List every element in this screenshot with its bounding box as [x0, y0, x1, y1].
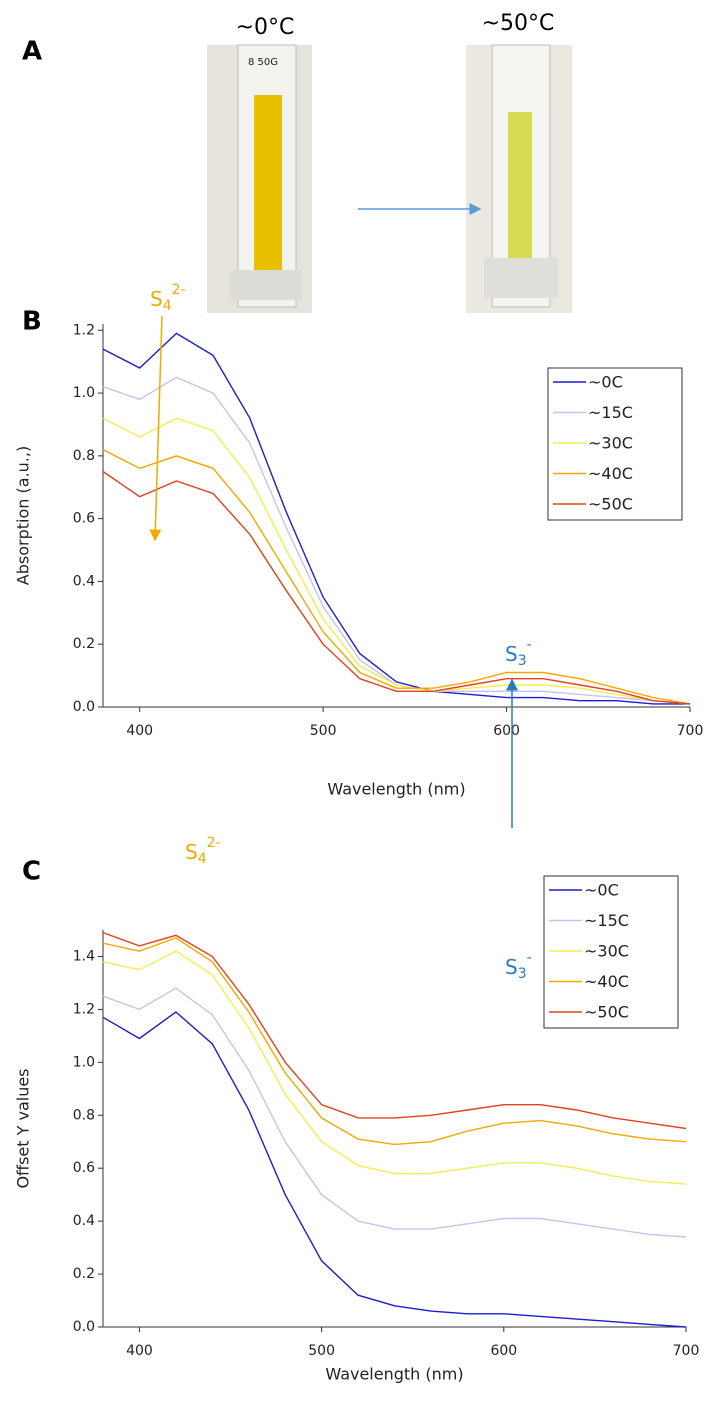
x-tick-label: 400	[126, 723, 153, 739]
y-tick-label: 0.2	[73, 636, 95, 652]
legend-label: ~0C	[584, 881, 619, 900]
data-line	[102, 937, 687, 1146]
photo-caption: ~0°C	[236, 15, 295, 40]
legend-label: ~30C	[588, 434, 633, 453]
legend-box	[547, 367, 683, 521]
panel-label: B	[22, 307, 42, 337]
annotation: S3-	[505, 950, 532, 982]
photo-caption: ~50°C	[482, 11, 555, 36]
annotation: S42-	[150, 282, 186, 314]
annotation-arrow	[149, 315, 163, 542]
y-tick-label: 0.6	[73, 511, 95, 527]
y-tick-label: 0.0	[73, 1319, 95, 1335]
y-tick-label: 0.0	[73, 699, 95, 715]
y-tick-label: 1.0	[73, 1054, 95, 1070]
x-axis-label: Wavelength (nm)	[325, 1365, 463, 1384]
photo	[207, 44, 312, 313]
annotation-sub: 3	[518, 653, 527, 669]
annotation: S3-	[505, 637, 532, 669]
annotation: S42-	[185, 835, 221, 867]
annotation-sub: 3	[518, 966, 527, 982]
data-line	[102, 448, 691, 705]
legend-label: ~0C	[588, 373, 623, 392]
annotation-sup: 2-	[207, 835, 221, 851]
legend-label: ~30C	[584, 942, 629, 961]
photo-tag: 8 50G	[248, 57, 278, 68]
legend-label: ~40C	[588, 464, 633, 483]
data-line	[102, 417, 691, 705]
y-tick-label: 0.4	[73, 573, 95, 589]
annotation-sup: -	[527, 637, 532, 653]
data-line	[102, 1011, 687, 1328]
legend-label: ~40C	[584, 972, 629, 991]
panel-label: C	[22, 857, 41, 887]
y-axis-label: Absorption (a.u.,)	[14, 446, 33, 585]
annotation-sup: 2-	[172, 282, 186, 298]
y-axis-label: Offset Y values	[14, 1068, 33, 1188]
data-line	[102, 332, 690, 705]
x-tick-label: 600	[493, 723, 520, 739]
y-tick-label: 0.6	[73, 1160, 95, 1176]
data-line	[102, 470, 691, 705]
legend-label: ~15C	[584, 911, 629, 930]
legend-label: ~50C	[588, 495, 633, 514]
x-tick-label: 500	[308, 1343, 335, 1359]
legend-box	[543, 875, 679, 1029]
y-tick-label: 0.8	[73, 448, 95, 464]
legend-label: ~50C	[584, 1003, 629, 1022]
photo	[466, 44, 572, 313]
legend-label: ~15C	[588, 403, 633, 422]
x-tick-label: 600	[490, 1343, 517, 1359]
annotation-sub: 4	[163, 298, 172, 314]
annotation-text: S	[505, 955, 518, 979]
x-tick-label: 700	[673, 1343, 700, 1359]
annotation-sup: -	[527, 950, 532, 966]
x-tick-label: 700	[677, 723, 704, 739]
y-tick-label: 1.2	[73, 1001, 95, 1017]
y-tick-label: 1.4	[73, 948, 95, 964]
y-tick-label: 1.0	[73, 385, 95, 401]
y-tick-label: 1.2	[73, 322, 95, 338]
y-tick-label: 0.8	[73, 1107, 95, 1123]
data-line	[102, 950, 687, 1185]
y-tick-label: 0.2	[73, 1266, 95, 1282]
data-line	[102, 987, 687, 1238]
annotation-text: S	[185, 840, 198, 864]
x-tick-label: 500	[310, 723, 337, 739]
annotation-text: S	[150, 287, 163, 311]
annotation-sub: 4	[198, 851, 207, 867]
x-axis-label: Wavelength (nm)	[327, 780, 465, 799]
annotation-text: S	[505, 642, 518, 666]
x-tick-label: 400	[126, 1343, 153, 1359]
data-line	[102, 931, 687, 1130]
y-tick-label: 0.4	[73, 1213, 95, 1229]
panel-label: A	[22, 37, 42, 67]
